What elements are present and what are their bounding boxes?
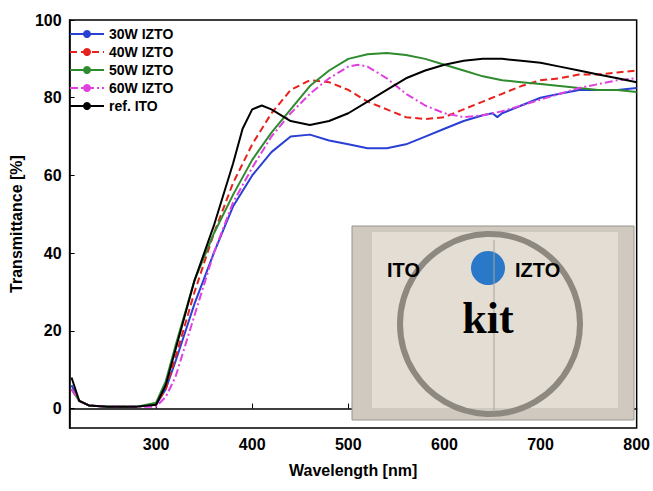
svg-text:Wavelength [nm]: Wavelength [nm] (289, 462, 417, 479)
svg-text:300: 300 (143, 436, 170, 453)
svg-text:700: 700 (527, 436, 554, 453)
svg-text:ITO: ITO (387, 259, 420, 281)
svg-text:600: 600 (431, 436, 458, 453)
svg-text:100: 100 (35, 12, 62, 29)
svg-text:400: 400 (239, 436, 266, 453)
svg-text:ref. ITO: ref. ITO (109, 98, 158, 114)
svg-text:60W IZTO: 60W IZTO (109, 80, 173, 96)
svg-text:20: 20 (44, 322, 62, 339)
svg-text:40: 40 (44, 245, 62, 262)
svg-text:Transmittance [%]: Transmittance [%] (8, 155, 25, 293)
svg-text:80: 80 (44, 89, 62, 106)
svg-text:0: 0 (53, 400, 62, 417)
svg-text:60: 60 (44, 167, 62, 184)
svg-text:kit: kit (462, 294, 514, 343)
svg-text:500: 500 (335, 436, 362, 453)
svg-text:IZTO: IZTO (515, 259, 560, 281)
svg-text:800: 800 (623, 436, 650, 453)
svg-text:40W IZTO: 40W IZTO (109, 44, 173, 60)
svg-text:50W IZTO: 50W IZTO (109, 62, 173, 78)
svg-text:30W IZTO: 30W IZTO (109, 26, 173, 42)
